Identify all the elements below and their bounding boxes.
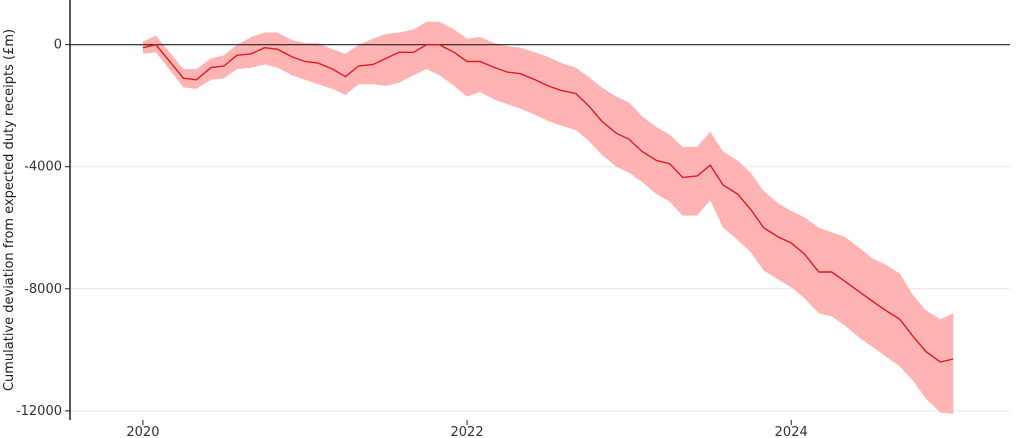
y-tick-label: -8000 <box>24 282 62 297</box>
y-tick-label: -12000 <box>16 404 62 419</box>
y-axis-ticks: 0 -4000 -8000 -12000 <box>16 38 70 419</box>
y-tick-label: 0 <box>54 38 62 53</box>
y-axis-title: Cumulative deviation from expected duty … <box>2 29 17 391</box>
confidence-band <box>142 21 954 414</box>
x-tick-label: 2020 <box>126 425 159 438</box>
series-line <box>142 43 954 363</box>
x-tick-label: 2024 <box>775 425 808 438</box>
y-tick-label: -4000 <box>24 160 62 175</box>
x-axis-ticks: 2020 2022 2024 <box>126 420 808 438</box>
x-tick-label: 2022 <box>451 425 484 438</box>
